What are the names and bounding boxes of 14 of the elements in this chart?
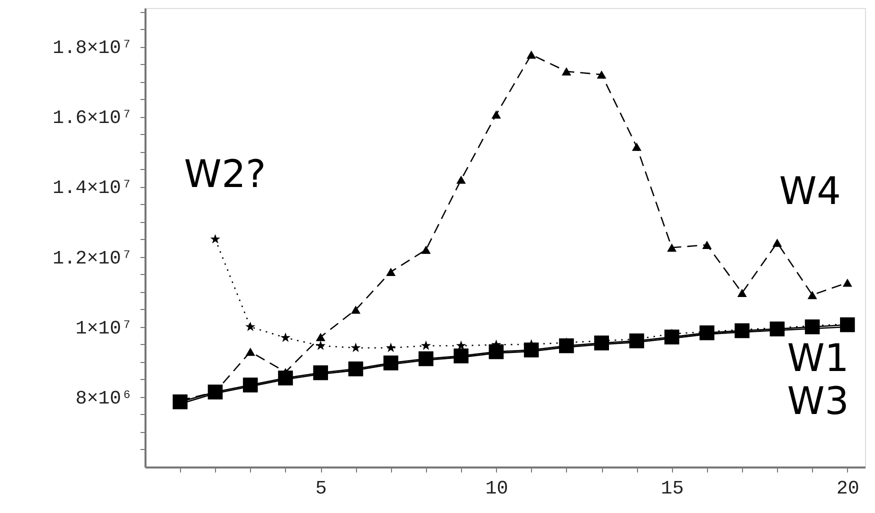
annotation: W1 xyxy=(787,336,849,380)
annotation: W4 xyxy=(779,169,841,213)
x-tick-label: 15 xyxy=(660,478,684,500)
x-tick-label: 20 xyxy=(836,478,860,500)
y-tick-label: 1×10⁷ xyxy=(75,317,132,340)
y-tick-label: 1.6×10⁷ xyxy=(52,107,132,130)
x-tick-label: 10 xyxy=(485,478,508,500)
y-tick-label: 1.2×10⁷ xyxy=(52,247,132,270)
x-tick-label: 5 xyxy=(315,478,327,500)
y-tick-label: 1.4×10⁷ xyxy=(52,177,132,200)
y-tick-label: 1.8×10⁷ xyxy=(52,37,132,60)
annotation: W3 xyxy=(787,379,849,423)
y-tick-label: 8×10⁶ xyxy=(75,387,132,410)
annotation: W2? xyxy=(184,152,266,196)
